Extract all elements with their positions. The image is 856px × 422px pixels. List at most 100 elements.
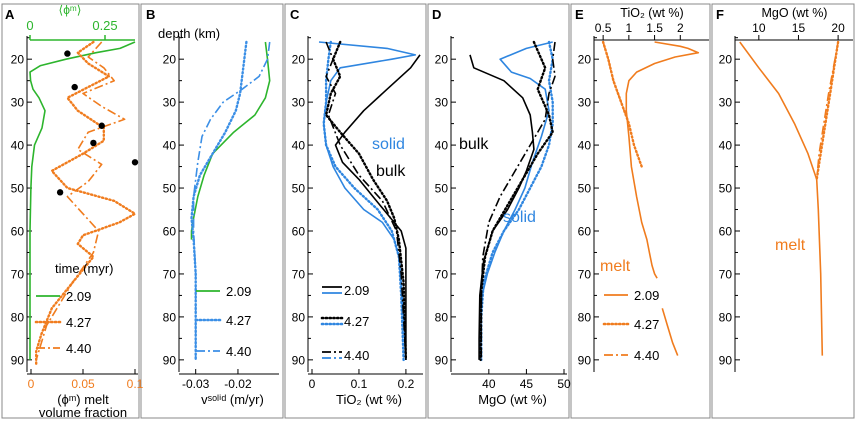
y-tick-label: 30	[578, 96, 592, 110]
y-tick-label: 90	[578, 353, 592, 367]
legend-label: 4.40	[226, 344, 251, 359]
series-line	[602, 41, 630, 124]
panel-letter-b: B	[146, 7, 155, 22]
x-tick-label: -0.02	[224, 377, 252, 391]
legend-label: 2.09	[634, 288, 659, 303]
panel-letter-e: E	[575, 7, 584, 22]
y-tick-label: 90	[292, 353, 306, 367]
x-axis-label: vˢᵒˡⁱᵈ (m/yr)	[201, 392, 264, 407]
series-line	[192, 41, 271, 360]
legend-label: 2.09	[344, 283, 369, 298]
series-line	[334, 54, 421, 360]
x-axis-label: (ϕᵐ) melt	[57, 392, 109, 407]
series-line	[29, 41, 136, 360]
x-tick-label: 0.1	[351, 377, 368, 391]
series-line	[479, 40, 554, 362]
y-tick-label: 90	[435, 353, 449, 367]
legend-title: time (myr)	[55, 261, 114, 276]
marker-point	[64, 50, 71, 57]
y-tick-label: 30	[11, 96, 25, 110]
legend-label: 4.27	[344, 314, 369, 329]
marker-point	[90, 139, 97, 147]
y-tick-label: 50	[292, 182, 306, 196]
legend-label: 4.27	[226, 313, 251, 328]
series-line	[739, 41, 824, 356]
annotation-solid: solid	[503, 209, 536, 226]
y-tick-label: 90	[11, 353, 25, 367]
y-tick-label: 70	[163, 267, 177, 281]
series-line	[480, 40, 554, 362]
marker-point	[71, 83, 78, 91]
x-tick-label: -0.03	[182, 377, 210, 391]
y-tick-label: 60	[435, 224, 449, 238]
x-tick-label: 40	[482, 377, 496, 391]
series-line	[324, 40, 408, 362]
y-tick-label: 70	[578, 267, 592, 281]
y-tick-label: 40	[163, 139, 177, 153]
annotation-melt: melt	[600, 258, 631, 275]
x-tick-label: 45	[520, 377, 534, 391]
y-tick-label: 80	[719, 310, 733, 324]
y-tick-label: 80	[435, 310, 449, 324]
panel-frame-d	[427, 3, 570, 419]
y-tick-label: 30	[163, 96, 177, 110]
y-tick-label: 20	[11, 53, 25, 67]
panel-frame-e	[570, 3, 711, 419]
y-tick-label: 90	[163, 353, 177, 367]
panel-letter-c: C	[290, 7, 300, 22]
y-tick-label: 80	[292, 310, 306, 324]
panel-frame-a	[1, 3, 140, 419]
series-line	[325, 41, 407, 360]
y-tick-label: 30	[435, 96, 449, 110]
annotation-bulk: bulk	[459, 136, 489, 153]
legend-label: 4.40	[66, 341, 91, 356]
y-tick-label: 70	[11, 267, 25, 281]
y-tick-label: 80	[578, 310, 592, 324]
y-tick-label: 40	[719, 139, 733, 153]
y-tick-label: 50	[578, 182, 592, 196]
y-tick-label: 50	[719, 182, 733, 196]
x-axis-label: MgO (wt %)	[762, 6, 828, 20]
marker-point	[56, 189, 64, 196]
series-line	[190, 40, 248, 362]
top-axis-tick-label: 0	[26, 18, 33, 33]
y-tick-label: 50	[11, 182, 25, 196]
y-tick-label: 40	[11, 139, 25, 153]
marker-point	[131, 159, 139, 166]
y-tick-label: 20	[435, 53, 449, 67]
y-tick-label: 60	[292, 224, 306, 238]
y-tick-label: 20	[292, 53, 306, 67]
x-tick-label: 1	[626, 21, 633, 35]
x-axis-label: TiO₂ (wt %)	[620, 6, 683, 20]
series-line	[35, 40, 137, 366]
y-tick-label: 70	[719, 267, 733, 281]
x-tick-label: 2	[677, 21, 684, 35]
y-tick-label: 80	[163, 310, 177, 324]
y-tick-label: 20	[578, 53, 592, 67]
x-tick-label: 20	[831, 21, 845, 35]
y-tick-label: 80	[11, 310, 25, 324]
y-tick-label: 90	[719, 353, 733, 367]
panel-d: 20 30 40 50 60 70 80 90 40 45 50 MgO (wt %) bulk soli…	[435, 36, 571, 407]
x-tick-label: 0	[28, 377, 35, 391]
y-tick-label: 30	[719, 96, 733, 110]
panel-letter-f: F	[716, 7, 724, 22]
y-tick-label: 20	[163, 53, 177, 67]
x-axis-label: TiO₂ (wt %)	[336, 392, 402, 407]
y-tick-label: 60	[719, 224, 733, 238]
y-tick-label: 40	[435, 139, 449, 153]
legend-label: 4.27	[66, 315, 91, 330]
x-tick-label: 0.2	[398, 377, 415, 391]
legend-label: 2.09	[226, 284, 251, 299]
x-tick-label: 0.1	[127, 377, 144, 391]
x-tick-label: 15	[792, 21, 806, 35]
x-axis-label-2: volume fraction	[39, 405, 127, 420]
marker-point	[98, 122, 105, 129]
top-axis-label: ⟨ϕᵐ⟩	[59, 3, 82, 17]
y-tick-label: 50	[435, 182, 449, 196]
panel-frame-c	[284, 3, 427, 419]
